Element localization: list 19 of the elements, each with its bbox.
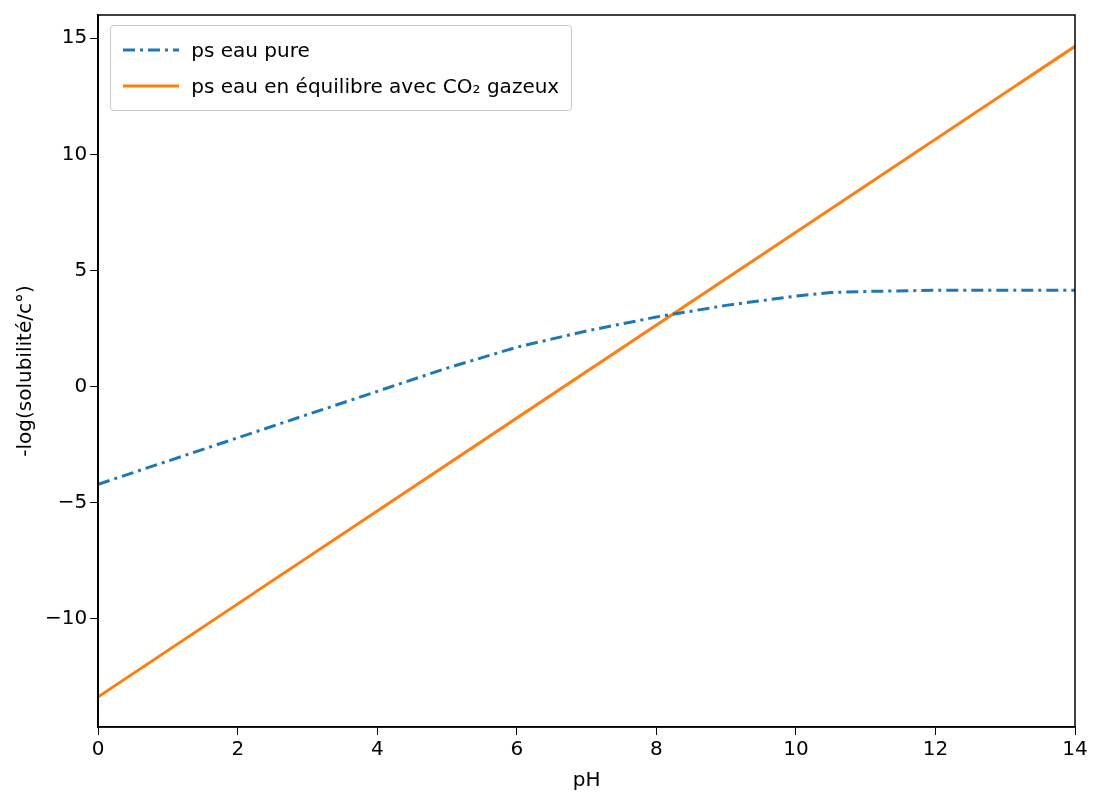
x-tick-label: 2 — [231, 736, 245, 761]
y-tick-label: 10 — [61, 140, 88, 165]
x-tick-label: 6 — [510, 736, 524, 761]
x-tick-label: 0 — [91, 736, 105, 761]
x-tick-label: 14 — [1062, 736, 1088, 761]
x-tick-label: 8 — [650, 736, 663, 761]
x-tick-label: 10 — [783, 736, 809, 761]
y-tick-label: −10 — [44, 605, 88, 630]
x-axis-title: pH — [572, 767, 601, 792]
y-tick-label: 5 — [74, 256, 88, 281]
y-axis-title: -log(solubilité/c°) — [12, 285, 37, 457]
legend-label: ps eau en équilibre avec CO₂ gazeux — [191, 74, 560, 98]
x-tick-label: 12 — [922, 736, 949, 761]
y-tick-label: 15 — [61, 24, 88, 49]
y-tick-label: −5 — [57, 489, 88, 514]
line-series — [98, 288, 1075, 486]
legend-label: ps eau pure — [191, 38, 310, 62]
x-tick-label: 4 — [370, 736, 384, 761]
y-tick-label: 0 — [74, 372, 88, 397]
